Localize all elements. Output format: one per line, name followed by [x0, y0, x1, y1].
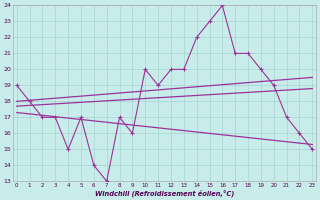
X-axis label: Windchill (Refroidissement éolien,°C): Windchill (Refroidissement éolien,°C) — [95, 189, 234, 197]
